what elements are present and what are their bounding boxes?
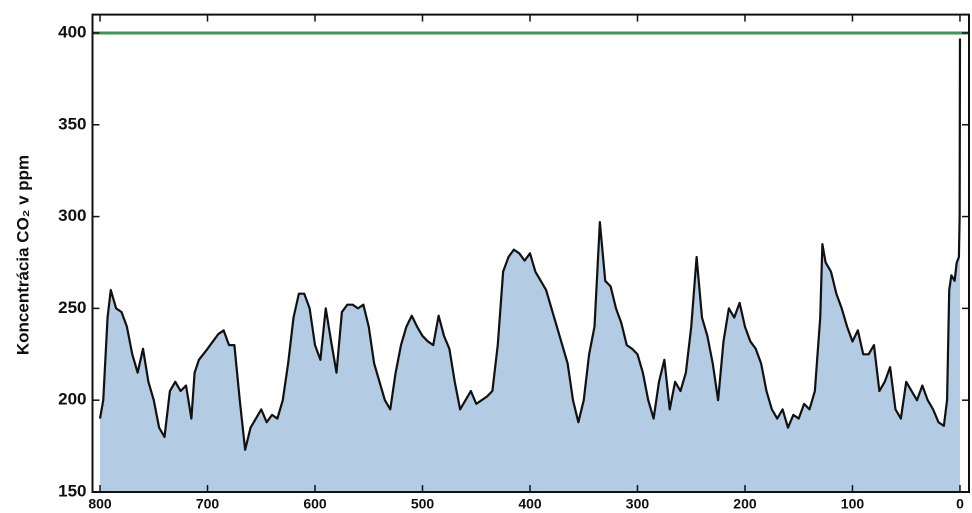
x-tick-label: 300	[626, 496, 650, 512]
x-tick-label: 700	[196, 496, 220, 512]
y-axis-label: Koncentrácia CO₂ v ppm	[13, 155, 32, 355]
x-tick-label: 600	[303, 496, 327, 512]
line	[98, 38, 962, 451]
plot-frame	[91, 13, 970, 493]
x-tick-label: 400	[518, 496, 542, 512]
y-tick-label: 250	[58, 298, 86, 317]
y-tick-label: 300	[58, 206, 86, 225]
y-tick-label: 400	[58, 22, 86, 41]
x-tick-label: 500	[411, 496, 435, 512]
y-tick-label: 200	[58, 390, 86, 409]
y-tick-label: 350	[58, 114, 86, 133]
x-tick-label: 200	[733, 496, 757, 512]
x-tick-label: 800	[88, 496, 112, 512]
y-tick-label: 150	[58, 481, 86, 500]
x-tick-label: 0	[956, 496, 964, 512]
area	[100, 38, 960, 492]
x-tick-label: 100	[841, 496, 865, 512]
